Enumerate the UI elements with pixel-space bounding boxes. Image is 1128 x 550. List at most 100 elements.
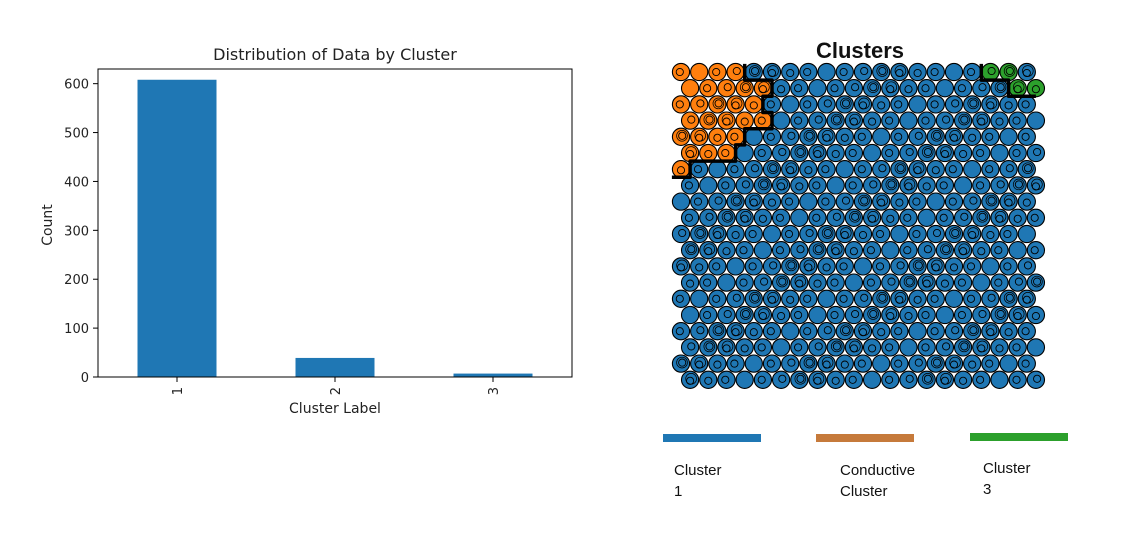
map-cell: [735, 273, 754, 292]
cell-circle: [953, 176, 973, 195]
map-cell: [908, 322, 927, 341]
map-cell: [944, 354, 964, 373]
map-cell: [808, 143, 827, 163]
cell-circle: [926, 354, 945, 373]
map-cell: [835, 289, 854, 308]
map-cell: [799, 62, 818, 82]
map-cell: [826, 338, 845, 357]
cell-sample-marker: [830, 340, 843, 353]
cell-sample-marker: [1030, 246, 1039, 255]
map-cell: [781, 192, 800, 211]
cell-circle: [680, 111, 700, 130]
map-cell: [1017, 95, 1036, 114]
cell-circle: [890, 354, 909, 373]
cell-circle: [881, 208, 900, 227]
cell-sample-marker: [894, 162, 907, 174]
cell-circle: [953, 208, 973, 227]
map-cell: [699, 305, 718, 325]
map-cell: [844, 305, 864, 325]
cell-sample-marker: [830, 243, 843, 255]
map-cell: [690, 192, 709, 211]
cell-circle: [990, 176, 1009, 195]
map-cell: [817, 257, 836, 276]
map-cell: [835, 95, 854, 114]
map-cell: [844, 79, 864, 98]
map-cell: [908, 95, 927, 114]
map-cell: [972, 241, 991, 260]
cell-circle: [963, 127, 982, 146]
map-cell: [999, 62, 1018, 82]
cell-circle: [853, 354, 873, 373]
cell-sample-marker: [678, 131, 687, 140]
map-cell: [953, 273, 973, 292]
cell-circle: [781, 322, 800, 341]
map-cell: [972, 143, 991, 163]
map-cell: [708, 257, 727, 276]
cell-circle: [844, 338, 864, 357]
cell-sample-marker: [959, 376, 968, 385]
cell-sample-marker: [839, 67, 848, 77]
cell-circle: [781, 192, 800, 211]
cell-sample-marker: [886, 214, 895, 223]
map-cell: [699, 370, 718, 389]
map-cell: [1008, 176, 1027, 195]
cell-sample-marker: [757, 343, 766, 352]
cell-circle: [953, 338, 973, 357]
map-cell: [790, 208, 809, 227]
map-cell: [944, 224, 964, 244]
cell-sample-marker: [867, 81, 879, 93]
cell-circle: [717, 338, 736, 357]
map-cell: [708, 354, 727, 373]
cell-sample-marker: [875, 229, 885, 239]
cell-circle: [1008, 241, 1027, 260]
cell-circle: [963, 192, 982, 211]
map-cell: [835, 160, 854, 179]
map-cell: [762, 192, 782, 211]
map-cell: [735, 241, 754, 260]
cell-sample-marker: [777, 311, 786, 321]
cell-circle: [953, 370, 973, 389]
cell-circle: [844, 305, 864, 325]
cell-circle: [1008, 111, 1027, 130]
cell-sample-marker: [830, 113, 843, 126]
x-axis-ticks: 1 2 3: [171, 377, 502, 395]
cell-sample-marker: [1012, 178, 1025, 191]
map-cell: [935, 338, 955, 357]
cell-sample-marker: [732, 293, 741, 302]
map-cell: [881, 241, 900, 260]
cell-sample-marker: [803, 356, 816, 369]
cell-circle: [835, 127, 854, 146]
map-cell: [853, 257, 873, 276]
cell-circle: [690, 192, 709, 211]
cell-circle: [671, 192, 691, 211]
cell-sample-marker: [905, 374, 914, 383]
map-cell: [680, 273, 700, 292]
map-cell: [717, 208, 736, 227]
cell-sample-marker: [685, 373, 697, 385]
map-cell: [953, 208, 973, 227]
cell-circle: [953, 305, 973, 325]
legend-label-conductive-cluster: Conductive Cluster: [840, 462, 916, 500]
map-cell: [908, 289, 927, 308]
cell-circle: [853, 192, 873, 211]
map-cell: [1008, 370, 1027, 389]
cell-sample-marker: [948, 197, 957, 206]
map-cell: [699, 241, 718, 260]
cell-sample-marker: [1021, 132, 1030, 141]
cell-circle: [790, 305, 809, 325]
cell-sample-marker: [721, 375, 730, 384]
cell-circle: [699, 305, 718, 325]
map-cell: [908, 224, 927, 244]
cell-sample-marker: [703, 310, 712, 320]
cell-circle: [680, 273, 700, 292]
cell-circle: [744, 257, 763, 276]
map-cell: [944, 289, 964, 308]
map-cell: [972, 370, 991, 389]
map-cell: [917, 208, 936, 227]
cell-circle: [808, 273, 827, 292]
cell-sample-marker: [740, 117, 749, 126]
cell-circle: [808, 143, 827, 163]
map-cell: [690, 224, 709, 244]
cell-circle: [844, 111, 864, 130]
map-cell: [726, 322, 745, 341]
